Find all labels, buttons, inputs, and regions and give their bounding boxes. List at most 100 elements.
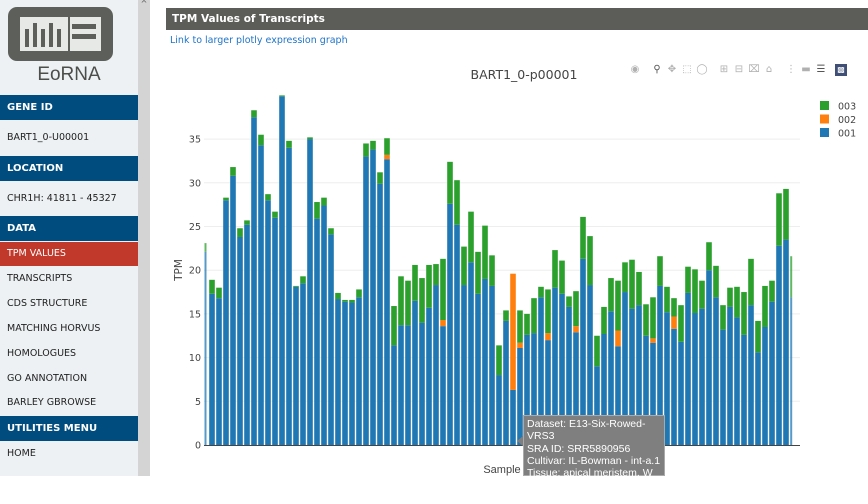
bar-003[interactable] xyxy=(363,143,369,157)
bar-001[interactable] xyxy=(384,159,390,445)
bar-001[interactable] xyxy=(580,258,586,445)
bar-001[interactable] xyxy=(391,345,397,445)
bar-001[interactable] xyxy=(622,292,628,445)
bar-003[interactable] xyxy=(608,278,614,312)
bar-003[interactable] xyxy=(671,298,677,317)
bar-003[interactable] xyxy=(615,280,621,331)
spike-lines-icon[interactable]: ⋮ xyxy=(786,64,796,75)
bar-003[interactable] xyxy=(489,255,495,286)
bar-003[interactable] xyxy=(454,180,460,225)
bar-001[interactable] xyxy=(398,325,404,445)
bar-001[interactable] xyxy=(503,320,509,445)
zoom-out-icon[interactable]: ⊟ xyxy=(734,64,744,75)
bar-003[interactable] xyxy=(307,137,313,140)
bar-001[interactable] xyxy=(300,283,306,445)
bar-003[interactable] xyxy=(706,242,712,271)
bar-003[interactable] xyxy=(538,286,544,298)
nav-tpm-values[interactable]: TPM VALUES xyxy=(0,242,138,266)
bar-003[interactable] xyxy=(699,280,705,309)
bar-001[interactable] xyxy=(573,332,579,445)
lasso-icon[interactable]: ◯ xyxy=(696,64,708,75)
bar-003[interactable] xyxy=(265,194,271,201)
bar-003[interactable] xyxy=(566,296,572,307)
bar-001[interactable] xyxy=(356,297,362,445)
bar-001[interactable] xyxy=(769,301,775,445)
bar-003[interactable] xyxy=(727,287,733,307)
bar-003[interactable] xyxy=(503,310,509,321)
bar-001[interactable] xyxy=(510,389,516,445)
box-select-icon[interactable]: ⬚ xyxy=(682,64,692,75)
pan-icon[interactable]: ✥ xyxy=(667,64,677,75)
hover-compare-icon[interactable]: ☰ xyxy=(816,64,826,75)
bar-003[interactable] xyxy=(433,264,439,286)
bar-001[interactable] xyxy=(237,236,243,445)
bar-001[interactable] xyxy=(258,145,264,445)
bar-001[interactable] xyxy=(587,285,593,445)
bar-003[interactable] xyxy=(216,287,222,299)
bar-002[interactable] xyxy=(573,326,579,333)
bar-001[interactable] xyxy=(293,286,299,445)
nav-barley-gbrowse[interactable]: BARLEY GBROWSE xyxy=(7,397,97,408)
bar-001[interactable] xyxy=(699,308,705,445)
bar-001[interactable] xyxy=(209,293,215,445)
bar-003[interactable] xyxy=(685,266,691,293)
bar-003[interactable] xyxy=(286,140,292,148)
bar-003[interactable] xyxy=(636,271,642,306)
bar-003[interactable] xyxy=(391,306,397,346)
bar-003[interactable] xyxy=(734,286,740,318)
bar-003[interactable] xyxy=(559,260,565,294)
bar-001[interactable] xyxy=(692,313,698,445)
bar-003[interactable] xyxy=(258,134,264,146)
bar-003[interactable] xyxy=(356,289,362,298)
bar-003[interactable] xyxy=(370,140,376,150)
bar-003[interactable] xyxy=(475,251,481,294)
bar-003[interactable] xyxy=(587,236,593,286)
bar-001[interactable] xyxy=(496,375,502,445)
bar-003[interactable] xyxy=(664,286,670,313)
bar-002[interactable] xyxy=(671,316,677,329)
bar-003[interactable] xyxy=(314,202,320,219)
bar-003[interactable] xyxy=(678,305,684,342)
nav-matching-horvus[interactable]: MATCHING HORVUS xyxy=(7,323,101,334)
eorna-logo[interactable] xyxy=(8,7,113,61)
bar-001[interactable] xyxy=(307,139,313,445)
bar-001[interactable] xyxy=(559,293,565,445)
bar-003[interactable] xyxy=(209,279,215,294)
bar-002[interactable] xyxy=(384,154,390,160)
bar-001[interactable] xyxy=(454,224,460,445)
bar-003[interactable] xyxy=(713,265,719,298)
bar-003[interactable] xyxy=(244,220,250,225)
bar-001[interactable] xyxy=(545,340,551,445)
zoom-icon[interactable]: ⚲ xyxy=(653,64,661,75)
bar-001[interactable] xyxy=(671,328,677,445)
bar-003[interactable] xyxy=(300,276,306,284)
bar-003[interactable] xyxy=(629,259,635,309)
bar-001[interactable] xyxy=(426,307,432,445)
bar-001[interactable] xyxy=(713,297,719,445)
bar-001[interactable] xyxy=(783,239,789,445)
bar-001[interactable] xyxy=(552,287,558,445)
bar-003[interactable] xyxy=(657,256,663,286)
bar-003[interactable] xyxy=(272,211,278,218)
legend-label-001[interactable]: 001 xyxy=(838,129,856,140)
bar-003[interactable] xyxy=(552,250,558,288)
bar-003[interactable] xyxy=(517,310,523,343)
bar-001[interactable] xyxy=(321,205,327,445)
home-icon[interactable]: ⌂ xyxy=(765,64,773,75)
bar-003[interactable] xyxy=(496,345,502,376)
bar-001[interactable] xyxy=(335,299,341,445)
bar-001[interactable] xyxy=(272,217,278,445)
nav-transcripts[interactable]: TRANSCRIPTS xyxy=(7,273,73,284)
bar-001[interactable] xyxy=(790,297,793,445)
bar-001[interactable] xyxy=(405,325,411,445)
bar-003[interactable] xyxy=(279,95,285,97)
plotly-logo-icon[interactable]: ▩ xyxy=(835,64,847,76)
bar-001[interactable] xyxy=(748,305,754,445)
bar-003[interactable] xyxy=(335,292,341,300)
bar-001[interactable] xyxy=(419,322,425,445)
bar-001[interactable] xyxy=(433,285,439,445)
bar-001[interactable] xyxy=(720,329,726,445)
bar-001[interactable] xyxy=(762,327,768,445)
legend-swatch-002[interactable] xyxy=(820,114,829,124)
bar-001[interactable] xyxy=(615,346,621,445)
